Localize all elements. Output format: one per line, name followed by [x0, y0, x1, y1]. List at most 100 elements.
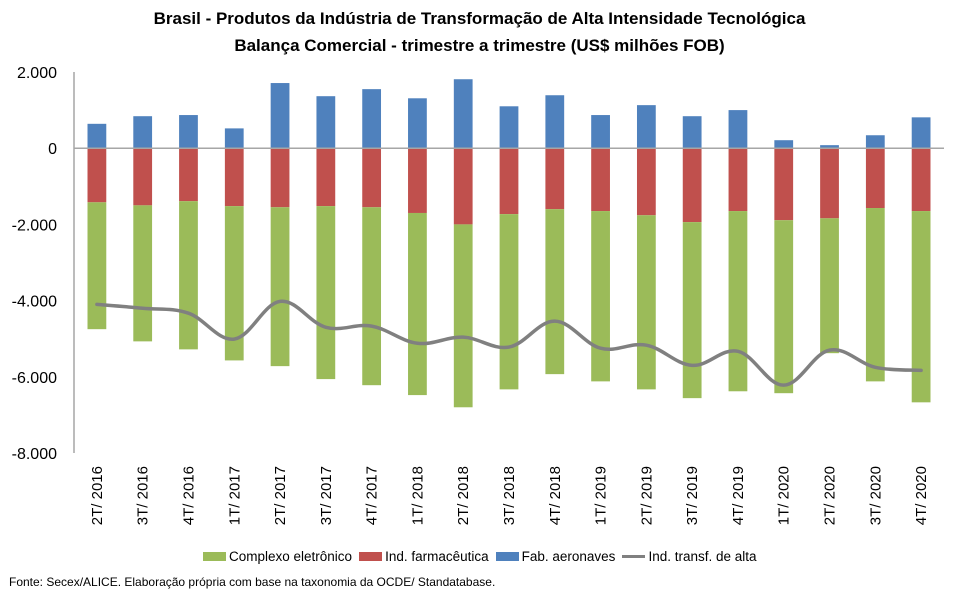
bar-fab-aeronaves-9 [499, 106, 519, 149]
bar-complexo-eletr-nico-11 [591, 211, 610, 382]
bar-ind-farmac-utica-2 [179, 148, 198, 202]
bar-fab-aeronaves-14 [728, 110, 748, 149]
bar-fab-aeronaves-0 [87, 123, 107, 149]
bar-fab-aeronaves-10 [545, 95, 565, 149]
x-tick-label: 4T/ 2016 [180, 466, 197, 525]
bar-complexo-eletr-nico-0 [87, 202, 107, 330]
bar-complexo-eletr-nico-17 [865, 208, 885, 382]
bar-complexo-eletr-nico-8 [453, 224, 473, 408]
bar-ind-farmac-utica-5 [316, 148, 336, 207]
x-tick-label: 4T/ 2018 [547, 466, 564, 525]
x-tick-label: 4T/ 2017 [364, 466, 381, 525]
legend-item-fab-aeronaves: Fab. aeronaves [495, 549, 616, 564]
bar-ind-farmac-utica-9 [499, 148, 519, 215]
bar-ind-farmac-utica-8 [453, 148, 473, 225]
y-tick-label: -6.000 [12, 370, 57, 387]
x-tick-label: 3T/ 2020 [867, 466, 884, 525]
bar-ind-farmac-utica-0 [87, 148, 107, 203]
bar-ind-farmac-utica-7 [408, 148, 427, 213]
bar-complexo-eletr-nico-13 [682, 222, 702, 399]
x-tick-label: 2T/ 2018 [455, 466, 472, 525]
bar-ind-farmac-utica-18 [911, 148, 931, 212]
y-tick-label: 0 [48, 141, 57, 158]
legend-item-ind-transf-de-alta: Ind. transf. de alta [622, 549, 757, 564]
y-axis-ticks: 2.000 0 -2.000 -4.000 -6.000 -8.000 [12, 65, 57, 463]
bar-complexo-eletr-nico-15 [774, 220, 794, 394]
bar-complexo-eletr-nico-2 [179, 201, 198, 350]
bar-fab-aeronaves-15 [774, 140, 794, 149]
x-axis-ticks: 2T/ 2016 3T/ 2016 4T/ 2016 1T/ 2017 2T/ 2017… [89, 466, 930, 525]
y-tick-label: -2.000 [12, 217, 57, 234]
bar-fab-aeronaves-6 [362, 89, 382, 149]
x-tick-label: 3T/ 2018 [501, 466, 518, 525]
x-tick-label: 1T/ 2017 [226, 466, 243, 525]
legend-swatch-green [203, 552, 226, 561]
bar-fab-aeronaves-3 [224, 128, 244, 149]
bar-fab-aeronaves-8 [453, 79, 473, 149]
bar-complexo-eletr-nico-12 [636, 215, 656, 390]
bar-complexo-eletr-nico-6 [362, 207, 382, 386]
bar-fab-aeronaves-2 [179, 115, 198, 149]
x-tick-label: 3T/ 2017 [318, 466, 335, 525]
bar-ind-farmac-utica-1 [133, 148, 153, 206]
legend-item-complexo-eletronico: Complexo eletrônico [203, 549, 352, 564]
legend-label: Ind. farmacêutica [385, 549, 489, 564]
bar-ind-farmac-utica-14 [728, 148, 748, 212]
bar-fab-aeronaves-18 [911, 117, 931, 149]
bar-complexo-eletr-nico-10 [545, 209, 565, 375]
x-tick-label: 2T/ 2016 [89, 466, 106, 525]
bar-ind-farmac-utica-15 [774, 148, 794, 221]
x-tick-label: 2T/ 2019 [638, 466, 655, 525]
bar-complexo-eletr-nico-7 [408, 212, 427, 396]
bar-ind-farmac-utica-12 [636, 148, 656, 216]
line-ind-transf-de-alta [95, 299, 923, 387]
bar-complexo-eletr-nico-4 [270, 207, 290, 367]
bar-ind-farmac-utica-3 [224, 148, 244, 207]
bar-ind-farmac-utica-4 [270, 148, 290, 208]
bar-complexo-eletr-nico-14 [728, 211, 748, 392]
chart-subtitle: Balança Comercial - trimestre a trimestr… [234, 36, 725, 55]
bar-fab-aeronaves-17 [865, 135, 885, 149]
bar-ind-farmac-utica-6 [362, 148, 382, 208]
bar-complexo-eletr-nico-18 [911, 211, 931, 403]
legend-label: Fab. aeronaves [521, 549, 616, 564]
bar-fab-aeronaves-13 [682, 116, 702, 149]
chart-title: Brasil - Produtos da Indústria de Transf… [153, 9, 806, 28]
x-tick-label: 1T/ 2019 [593, 466, 610, 525]
legend: Complexo eletrônico Ind. farmacêutica Fa… [203, 549, 764, 564]
x-tick-label: 1T/ 2018 [409, 466, 426, 525]
bar-complexo-eletr-nico-16 [820, 218, 839, 354]
bar-fab-aeronaves-16 [820, 145, 839, 149]
x-tick-label: 4T/ 2020 [913, 466, 930, 525]
legend-item-ind-farmaceutica: Ind. farmacêutica [359, 549, 489, 564]
bar-fab-aeronaves-12 [636, 105, 656, 149]
x-tick-label: 2T/ 2020 [822, 466, 839, 525]
bar-fab-aeronaves-1 [133, 116, 153, 149]
legend-swatch-blue [495, 552, 519, 561]
bars-group [87, 79, 931, 408]
bar-complexo-eletr-nico-5 [316, 206, 336, 380]
bar-fab-aeronaves-7 [408, 98, 427, 149]
bar-fab-aeronaves-11 [591, 115, 610, 149]
bar-complexo-eletr-nico-9 [499, 214, 519, 390]
bar-fab-aeronaves-4 [270, 83, 290, 149]
y-tick-label: -8.000 [12, 446, 57, 463]
legend-swatch-red [359, 552, 383, 561]
bar-complexo-eletr-nico-3 [224, 206, 244, 361]
y-tick-label: 2.000 [17, 65, 57, 82]
bar-ind-farmac-utica-17 [865, 148, 885, 209]
bar-ind-farmac-utica-13 [682, 148, 702, 223]
bar-ind-farmac-utica-10 [545, 148, 565, 210]
y-tick-label: -4.000 [12, 294, 57, 311]
legend-label: Complexo eletrônico [229, 549, 353, 564]
legend-line-swatch-gray [622, 555, 646, 558]
x-tick-label: 2T/ 2017 [272, 466, 289, 525]
source-note: Fonte: Secex/ALICE. Elaboração própria c… [9, 575, 496, 589]
x-tick-label: 3T/ 2019 [684, 466, 701, 525]
bar-ind-farmac-utica-16 [820, 148, 839, 219]
bar-fab-aeronaves-5 [316, 96, 336, 149]
bar-ind-farmac-utica-11 [591, 148, 610, 212]
legend-label: Ind. transf. de alta [648, 549, 757, 564]
x-tick-label: 3T/ 2016 [135, 466, 152, 525]
